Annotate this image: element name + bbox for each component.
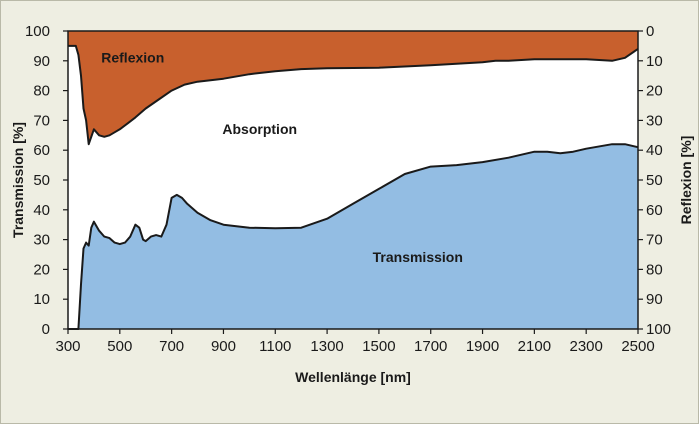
y-right-tick-label: 10 xyxy=(646,53,663,70)
x-tick-label: 1100 xyxy=(259,338,291,355)
y-right-axis-title: Reflexion [%] xyxy=(678,136,694,225)
x-tick-label: 1900 xyxy=(466,338,499,355)
y-left-tick-label: 70 xyxy=(33,112,50,129)
transmission-area xyxy=(68,144,638,329)
labels: 300 500 700 900 1100 1300 1500 1700 1900 2100 2300… xyxy=(10,23,694,385)
y-left-tick-label: 30 xyxy=(33,232,50,249)
x-tick-label: 2500 xyxy=(621,338,654,355)
y-left-tick-label: 60 xyxy=(33,142,50,159)
axes xyxy=(63,30,643,334)
x-tick-label: 2300 xyxy=(569,338,602,355)
reflexion-area xyxy=(68,31,638,145)
y-left-tick-label: 0 xyxy=(42,321,50,338)
y-left-tick-label: 50 xyxy=(33,172,50,189)
y-left-tick-label: 100 xyxy=(25,23,50,40)
x-tick-label: 1700 xyxy=(414,338,447,355)
transmission-label: Transmission xyxy=(373,249,463,265)
plot-area xyxy=(68,31,639,330)
reflexion-curve xyxy=(68,44,639,146)
x-tick-label: 500 xyxy=(107,338,132,355)
y-right-tick-label: 100 xyxy=(646,321,671,338)
y-left-axis-title: Transmission [%] xyxy=(10,122,26,238)
y-left-tick-label: 80 xyxy=(33,83,50,100)
y-right-tick-label: 90 xyxy=(646,291,663,308)
x-tick-label: 300 xyxy=(55,338,80,355)
x-axis-title: Wellenlänge [nm] xyxy=(295,369,411,385)
y-right-tick-label: 20 xyxy=(646,83,663,100)
x-tick-label: 1500 xyxy=(362,338,395,355)
y-right-tick-label: 50 xyxy=(646,172,663,189)
x-tick-label: 700 xyxy=(159,338,184,355)
x-tick-label: 900 xyxy=(211,338,236,355)
reflexion-label: Reflexion xyxy=(101,49,164,65)
x-tick-label: 1300 xyxy=(310,338,343,355)
y-right-tick-label: 70 xyxy=(646,232,663,249)
y-right-tick-label: 60 xyxy=(646,202,663,219)
y-right-tick-label: 40 xyxy=(646,142,663,159)
y-left-tick-label: 40 xyxy=(33,202,50,219)
transmission-curve xyxy=(68,143,639,330)
y-left-tick-label: 10 xyxy=(33,291,50,308)
y-right-tick-label: 80 xyxy=(646,261,663,278)
y-left-tick-label: 20 xyxy=(33,261,50,278)
y-left-tick-label: 90 xyxy=(33,53,50,70)
absorption-label: Absorption xyxy=(222,121,297,137)
y-right-tick-label: 30 xyxy=(646,112,663,129)
y-right-tick-label: 0 xyxy=(646,23,654,40)
x-tick-label: 2100 xyxy=(518,338,551,355)
